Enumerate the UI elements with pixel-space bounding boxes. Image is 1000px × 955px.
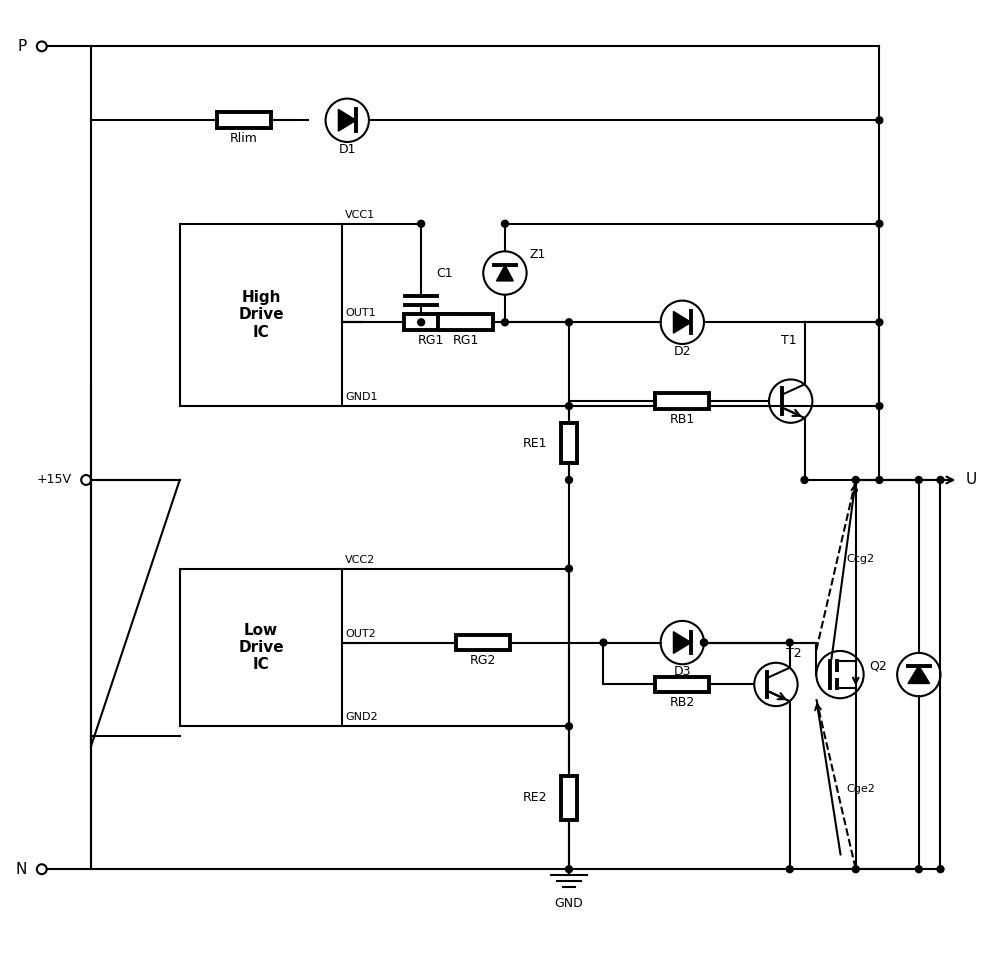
Text: RE1: RE1 xyxy=(523,436,547,450)
Circle shape xyxy=(701,639,707,646)
Bar xyxy=(655,676,709,692)
Circle shape xyxy=(876,403,883,410)
Text: D3: D3 xyxy=(674,665,691,678)
Circle shape xyxy=(566,319,572,326)
Text: T1: T1 xyxy=(781,334,796,347)
Circle shape xyxy=(701,639,707,646)
Circle shape xyxy=(915,477,922,483)
Circle shape xyxy=(876,117,883,124)
Text: Q2: Q2 xyxy=(870,660,887,672)
Text: N: N xyxy=(16,861,27,877)
Circle shape xyxy=(801,477,808,483)
Text: OUT2: OUT2 xyxy=(345,628,376,639)
Text: RG1: RG1 xyxy=(452,334,479,347)
Circle shape xyxy=(418,319,425,326)
Text: C1: C1 xyxy=(436,266,453,280)
Polygon shape xyxy=(497,265,513,281)
Bar xyxy=(561,423,577,463)
Circle shape xyxy=(501,319,508,326)
Text: Ccg2: Ccg2 xyxy=(846,554,874,564)
Circle shape xyxy=(937,477,944,483)
Text: RB2: RB2 xyxy=(670,696,695,710)
Text: Cge2: Cge2 xyxy=(846,784,875,795)
Bar xyxy=(655,393,709,409)
Bar xyxy=(456,635,510,650)
Text: VCC2: VCC2 xyxy=(345,555,376,564)
Circle shape xyxy=(566,403,572,410)
Circle shape xyxy=(876,221,883,227)
Circle shape xyxy=(566,866,572,873)
Circle shape xyxy=(501,221,508,227)
Bar xyxy=(438,314,493,330)
Text: RB1: RB1 xyxy=(670,413,695,426)
Circle shape xyxy=(937,866,944,873)
Text: RG1: RG1 xyxy=(418,334,444,347)
Circle shape xyxy=(876,477,883,483)
Polygon shape xyxy=(908,666,930,684)
Bar xyxy=(217,113,271,128)
Circle shape xyxy=(876,319,883,326)
Text: Rlim: Rlim xyxy=(230,132,258,145)
Circle shape xyxy=(915,866,922,873)
Circle shape xyxy=(786,639,793,646)
Circle shape xyxy=(786,866,793,873)
Text: T2: T2 xyxy=(786,647,801,660)
Circle shape xyxy=(566,477,572,483)
Circle shape xyxy=(600,639,607,646)
Text: VCC1: VCC1 xyxy=(345,210,375,220)
Text: High
Drive
IC: High Drive IC xyxy=(238,290,284,340)
Text: U: U xyxy=(965,473,976,487)
Text: RG2: RG2 xyxy=(470,654,496,668)
Text: Low
Drive
IC: Low Drive IC xyxy=(238,623,284,672)
Circle shape xyxy=(566,565,572,572)
Text: P: P xyxy=(18,39,27,53)
Text: GND2: GND2 xyxy=(345,712,378,722)
Circle shape xyxy=(852,477,859,483)
Text: OUT1: OUT1 xyxy=(345,308,376,318)
Text: Z1: Z1 xyxy=(530,248,546,262)
Circle shape xyxy=(852,866,859,873)
Circle shape xyxy=(418,221,425,227)
Bar xyxy=(561,775,577,820)
Text: +15V: +15V xyxy=(36,474,71,486)
Text: D1: D1 xyxy=(339,143,356,156)
Text: RE2: RE2 xyxy=(523,792,547,804)
Polygon shape xyxy=(338,110,356,131)
Polygon shape xyxy=(673,631,691,653)
Circle shape xyxy=(566,723,572,730)
Bar xyxy=(404,314,458,330)
Polygon shape xyxy=(673,311,691,333)
Bar xyxy=(180,568,342,727)
Bar xyxy=(180,223,342,406)
Text: GND1: GND1 xyxy=(345,393,378,402)
Text: D2: D2 xyxy=(674,345,691,358)
Text: GND: GND xyxy=(555,897,583,910)
